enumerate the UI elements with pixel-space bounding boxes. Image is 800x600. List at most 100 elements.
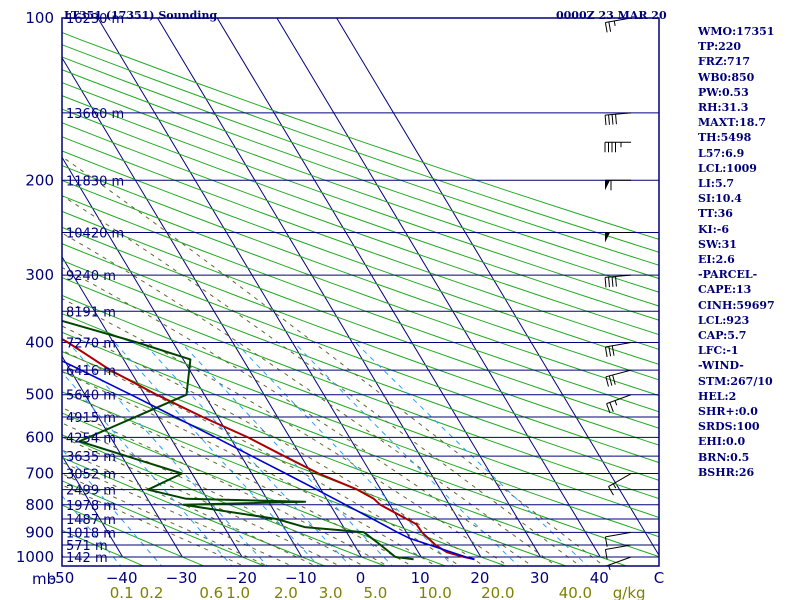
wind-barb-full [608, 346, 612, 357]
mixing-ratio-label: 1.0 [226, 584, 250, 600]
wind-barb-full [604, 115, 607, 126]
wind-barb-staff [605, 342, 632, 348]
wind-barb-full [606, 403, 611, 414]
dry-adiabat-line [62, 313, 659, 538]
height-label: 1487 m [66, 513, 116, 528]
indices-panel: WMO:17351 TP:220 FRZ:717 WB0:850 PW:0.53 RH:3… [698, 24, 775, 480]
wind-barb-staff [605, 369, 632, 378]
index-line: LCL:1009 [698, 161, 757, 175]
temperature-tick-label: −30 [166, 569, 198, 587]
pressure-tick-label: 400 [25, 334, 54, 352]
mixing-ratio-label: 0.1 [110, 584, 134, 600]
pressure-tick-label: 800 [25, 496, 54, 514]
height-label: 11830 m [66, 174, 124, 189]
index-line: STM:267/10 [698, 374, 773, 388]
moist-adiabat-line [62, 449, 317, 566]
moist-adiabat-line [62, 461, 293, 566]
wind-barb-full [611, 345, 615, 356]
moist-adiabat-line [62, 349, 461, 566]
mixing-ratio-line [180, 342, 394, 566]
wind-barb-full [609, 402, 614, 413]
index-line: WMO:17351 [698, 25, 775, 38]
wind-barb [604, 17, 632, 33]
dry-adiabat-line [62, 480, 266, 566]
height-label: 13660 m [66, 107, 124, 122]
wind-barb-full [604, 277, 607, 288]
wind-barb-full [604, 536, 608, 547]
parcel-line [62, 360, 475, 561]
isotherm-line [62, 454, 124, 558]
mixing-ratio-label: 3.0 [319, 584, 343, 600]
index-line: LCL:923 [698, 313, 750, 327]
index-line: TH:5498 [698, 131, 752, 145]
dry-adiabat-line [62, 350, 628, 566]
temperature-tick-label: C [654, 569, 664, 587]
wind-barb-full [604, 346, 608, 357]
index-line: SI:10.4 [698, 192, 742, 206]
index-line: WB0:850 [698, 70, 755, 84]
index-line: SRDS:100 [698, 420, 760, 434]
dry-adiabats [62, 31, 659, 566]
wind-barb [608, 473, 632, 496]
wind-barb-full [612, 374, 616, 385]
index-line: -PARCEL- [698, 268, 758, 282]
height-label: 5640 m [66, 389, 116, 404]
height-label: 142 m [66, 551, 108, 566]
wind-barb-full [604, 22, 608, 33]
wind-barb-staff [605, 274, 632, 278]
pressure-tick-label: 200 [25, 171, 54, 189]
temperature-tick-label: -50 [50, 569, 75, 587]
moist-adiabat-line [62, 407, 389, 566]
index-line: TP:220 [698, 40, 742, 54]
index-line: RH:31.3 [698, 101, 749, 115]
mixing-ratio-line [143, 342, 352, 566]
index-line: BSHR:26 [698, 465, 755, 479]
mixing-ratio-line [62, 371, 233, 566]
pressure-tick-label: 500 [25, 386, 54, 404]
height-label: 571 m [66, 539, 108, 554]
moist-adiabat-line [62, 473, 269, 566]
pressure-tick-label: 600 [25, 428, 54, 446]
mixing-ratio-label: g/kg [613, 584, 646, 600]
wind-barb-full [615, 276, 617, 287]
mixing-ratio-label: 2.0 [274, 584, 298, 600]
wind-barb-half [612, 483, 617, 489]
temperature-tick-label: 30 [530, 569, 549, 587]
mixing-ratio-label: 10.0 [418, 584, 451, 600]
wind-barb-full [608, 486, 614, 496]
height-label: 1018 m [66, 526, 116, 541]
index-line: EHI:0.0 [698, 435, 746, 449]
mixing-ratio-line [293, 342, 520, 566]
height-labels: 16230 m 13660 m 11830 m 10420 m 9240 m 8191 m… [66, 12, 124, 566]
wind-barb [604, 531, 632, 547]
wind-barb-full [604, 549, 608, 560]
wind-barb [604, 274, 632, 288]
mixing-ratio-label: 20.0 [481, 584, 514, 600]
dewpoint-line [62, 319, 414, 561]
wind-barb [606, 394, 632, 414]
wind-barb-full [608, 21, 612, 32]
wind-barb-full [615, 114, 617, 125]
temperature-tick-label: −40 [106, 569, 138, 587]
temperature-tick-label: −10 [285, 569, 317, 587]
dry-adiabat-line [62, 259, 659, 481]
temperature-tick-label: 10 [411, 569, 430, 587]
index-line: CAPE:13 [698, 283, 752, 297]
dry-adiabat-line [62, 412, 447, 566]
plot-frame [61, 17, 660, 567]
wind-barb-staff [605, 544, 632, 551]
wind-barb-half [614, 400, 618, 406]
mb-axis-label: mb [32, 570, 56, 588]
pressure-tick-label: 900 [25, 523, 54, 541]
wind-barb-flag [605, 232, 610, 243]
height-label: 16230 m [66, 12, 124, 27]
moist-adiabats [62, 156, 605, 566]
height-label: 4915 m [66, 411, 116, 426]
pressure-tick-label: 700 [25, 465, 54, 483]
wind-barb-flag [605, 180, 610, 191]
height-label: 3052 m [66, 468, 116, 483]
index-line: PW:0.53 [698, 85, 749, 99]
pressure-tick-label: 300 [25, 266, 54, 284]
height-label: 6416 m [66, 364, 116, 379]
